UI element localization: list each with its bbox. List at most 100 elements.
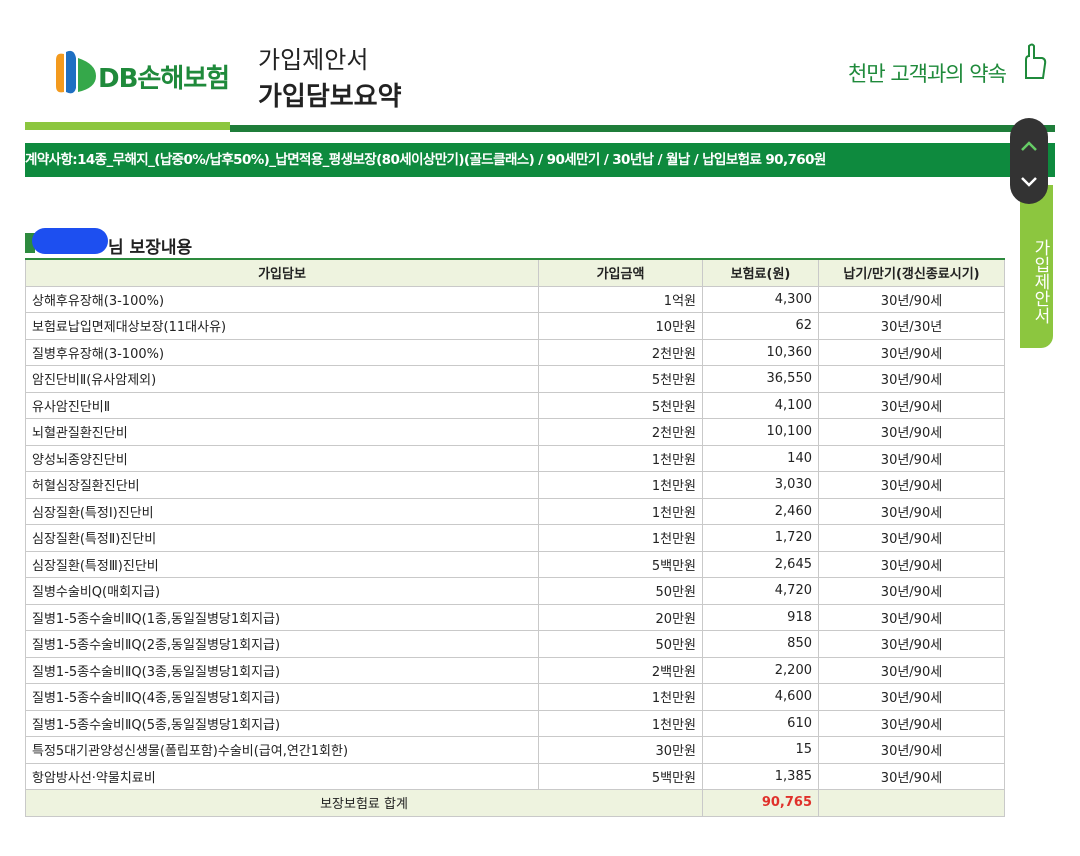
column-header: 보험료(원) bbox=[702, 258, 819, 287]
table-row: 질병1-5종수술비ⅡQ(2종,동일질병당1회지급) 50만원 850 30년/90세 bbox=[25, 630, 1005, 658]
section-marker bbox=[25, 233, 35, 253]
table-cell: 4,100 bbox=[702, 391, 819, 419]
table-cell: 허혈심장질환진단비 bbox=[25, 471, 539, 499]
table-cell: 30년/90세 bbox=[818, 603, 1005, 631]
table-cell: 질병후유장해(3-100%) bbox=[25, 338, 539, 366]
table-cell: 심장질환(특정Ⅱ)진단비 bbox=[25, 524, 539, 552]
table-cell: 610 bbox=[702, 709, 819, 737]
table-cell: 918 bbox=[702, 603, 819, 631]
table-cell: 4,720 bbox=[702, 577, 819, 605]
table-row: 질병1-5종수술비ⅡQ(3종,동일질병당1회지급) 2백만원 2,200 30년/90… bbox=[25, 656, 1005, 684]
table-cell: 30년/90세 bbox=[818, 365, 1005, 393]
table-cell: 10,360 bbox=[702, 338, 819, 366]
hand-icon bbox=[1025, 43, 1047, 79]
table-cell: 2,645 bbox=[702, 550, 819, 578]
table-cell: 5백만원 bbox=[538, 550, 703, 578]
table-cell: 2,200 bbox=[702, 656, 819, 684]
table-cell: 4,600 bbox=[702, 683, 819, 711]
table-cell: 질병1-5종수술비ⅡQ(3종,동일질병당1회지급) bbox=[25, 656, 539, 684]
table-cell: 질병수술비Q(매회지급) bbox=[25, 577, 539, 605]
table-row: 양성뇌종양진단비 1천만원 140 30년/90세 bbox=[25, 444, 1005, 472]
bar-light bbox=[25, 122, 230, 130]
table-cell: 2천만원 bbox=[538, 418, 703, 446]
table-row: 뇌혈관질환진단비 2천만원 10,100 30년/90세 bbox=[25, 418, 1005, 446]
table-cell: 30년/90세 bbox=[818, 656, 1005, 684]
table-cell: 유사암진단비Ⅱ bbox=[25, 391, 539, 419]
table-cell: 2,460 bbox=[702, 497, 819, 525]
table-cell: 10만원 bbox=[538, 312, 703, 340]
table-cell: 심장질환(특정Ⅰ)진단비 bbox=[25, 497, 539, 525]
table-cell: 4,300 bbox=[702, 285, 819, 313]
table-row: 특정5대기관양성신생물(폴립포함)수술비(급여,연간1회한) 30만원 15 30년/… bbox=[25, 736, 1005, 764]
table-row: 질병1-5종수술비ⅡQ(4종,동일질병당1회지급) 1천만원 4,600 30년/90… bbox=[25, 683, 1005, 711]
table-cell: 30년/90세 bbox=[818, 736, 1005, 764]
table-cell: 850 bbox=[702, 630, 819, 658]
table-row: 유사암진단비Ⅱ 5천만원 4,100 30년/90세 bbox=[25, 391, 1005, 419]
side-tab[interactable]: 가입제안서 bbox=[1020, 185, 1053, 348]
column-header: 납기/만기(갱신종료시기) bbox=[818, 258, 1005, 287]
table-row: 보험료납입면제대상보장(11대사유) 10만원 62 30년/30년 bbox=[25, 312, 1005, 340]
table-cell: 30만원 bbox=[538, 736, 703, 764]
table-row: 질병1-5종수술비ⅡQ(1종,동일질병당1회지급) 20만원 918 30년/90세 bbox=[25, 603, 1005, 631]
table-cell: 50만원 bbox=[538, 577, 703, 605]
table-row: 질병1-5종수술비ⅡQ(5종,동일질병당1회지급) 1천만원 610 30년/90세 bbox=[25, 709, 1005, 737]
total-empty bbox=[818, 789, 1005, 817]
table-cell: 30년/90세 bbox=[818, 497, 1005, 525]
table-cell: 50만원 bbox=[538, 630, 703, 658]
slogan: 천만 고객과의 약속 bbox=[848, 62, 1007, 86]
logo-icon bbox=[56, 50, 96, 94]
table-cell: 5천만원 bbox=[538, 365, 703, 393]
table-body: 상해후유장해(3-100%) 1억원 4,300 30년/90세 보험료납입면제대상보장… bbox=[25, 285, 1005, 817]
table-cell: 36,550 bbox=[702, 365, 819, 393]
table-cell: 3,030 bbox=[702, 471, 819, 499]
table-cell: 30년/90세 bbox=[818, 524, 1005, 552]
table-cell: 62 bbox=[702, 312, 819, 340]
banner: 계약사항:14종_무해지_(납중0%/납후50%)_납면적용_평생보장(80세이… bbox=[25, 143, 1055, 177]
table-cell: 뇌혈관질환진단비 bbox=[25, 418, 539, 446]
doc-subtitle: 가입담보요약 bbox=[258, 82, 402, 112]
table-cell: 140 bbox=[702, 444, 819, 472]
scroll-control[interactable] bbox=[1010, 118, 1048, 204]
coverage-table: 가입담보 가입금액 보험료(원) 납기/만기(갱신종료시기) 상해후유장해(3-100… bbox=[25, 258, 1005, 817]
table-row: 항암방사선·약물치료비 5백만원 1,385 30년/90세 bbox=[25, 762, 1005, 790]
table-cell: 1억원 bbox=[538, 285, 703, 313]
table-cell: 2백만원 bbox=[538, 656, 703, 684]
total-label: 보장보험료 합계 bbox=[25, 789, 703, 817]
table-cell: 30년/90세 bbox=[818, 550, 1005, 578]
table-row: 상해후유장해(3-100%) 1억원 4,300 30년/90세 bbox=[25, 285, 1005, 313]
table-cell: 30년/90세 bbox=[818, 471, 1005, 499]
table-cell: 1,720 bbox=[702, 524, 819, 552]
table-cell: 질병1-5종수술비ⅡQ(4종,동일질병당1회지급) bbox=[25, 683, 539, 711]
table-cell: 2천만원 bbox=[538, 338, 703, 366]
redaction bbox=[32, 228, 108, 254]
doc-title: 가입제안서 bbox=[258, 46, 369, 74]
table-cell: 30년/90세 bbox=[818, 285, 1005, 313]
table-cell: 1천만원 bbox=[538, 471, 703, 499]
section-title: 님 보장내용 bbox=[108, 238, 193, 258]
table-cell: 30년/30년 bbox=[818, 312, 1005, 340]
table-cell: 질병1-5종수술비ⅡQ(5종,동일질병당1회지급) bbox=[25, 709, 539, 737]
table-cell: 양성뇌종양진단비 bbox=[25, 444, 539, 472]
table-cell: 30년/90세 bbox=[818, 577, 1005, 605]
header-row: 가입담보 가입금액 보험료(원) 납기/만기(갱신종료시기) bbox=[25, 258, 1005, 287]
table-cell: 30년/90세 bbox=[818, 418, 1005, 446]
table-cell: 10,100 bbox=[702, 418, 819, 446]
table-cell: 심장질환(특정Ⅲ)진단비 bbox=[25, 550, 539, 578]
table-cell: 15 bbox=[702, 736, 819, 764]
table-cell: 특정5대기관양성신생물(폴립포함)수술비(급여,연간1회한) bbox=[25, 736, 539, 764]
table-cell: 30년/90세 bbox=[818, 709, 1005, 737]
table-cell: 질병1-5종수술비ⅡQ(1종,동일질병당1회지급) bbox=[25, 603, 539, 631]
table-cell: 질병1-5종수술비ⅡQ(2종,동일질병당1회지급) bbox=[25, 630, 539, 658]
table-cell: 30년/90세 bbox=[818, 444, 1005, 472]
total-value: 90,765 bbox=[702, 789, 819, 817]
table-cell: 20만원 bbox=[538, 603, 703, 631]
table-cell: 상해후유장해(3-100%) bbox=[25, 285, 539, 313]
column-header: 가입담보 bbox=[25, 258, 539, 287]
scroll-arrows bbox=[1021, 141, 1037, 187]
table-cell: 항암방사선·약물치료비 bbox=[25, 762, 539, 790]
table-cell: 5백만원 bbox=[538, 762, 703, 790]
table-row: 심장질환(특정Ⅰ)진단비 1천만원 2,460 30년/90세 bbox=[25, 497, 1005, 525]
table-cell: 1천만원 bbox=[538, 444, 703, 472]
table-row: 심장질환(특정Ⅲ)진단비 5백만원 2,645 30년/90세 bbox=[25, 550, 1005, 578]
